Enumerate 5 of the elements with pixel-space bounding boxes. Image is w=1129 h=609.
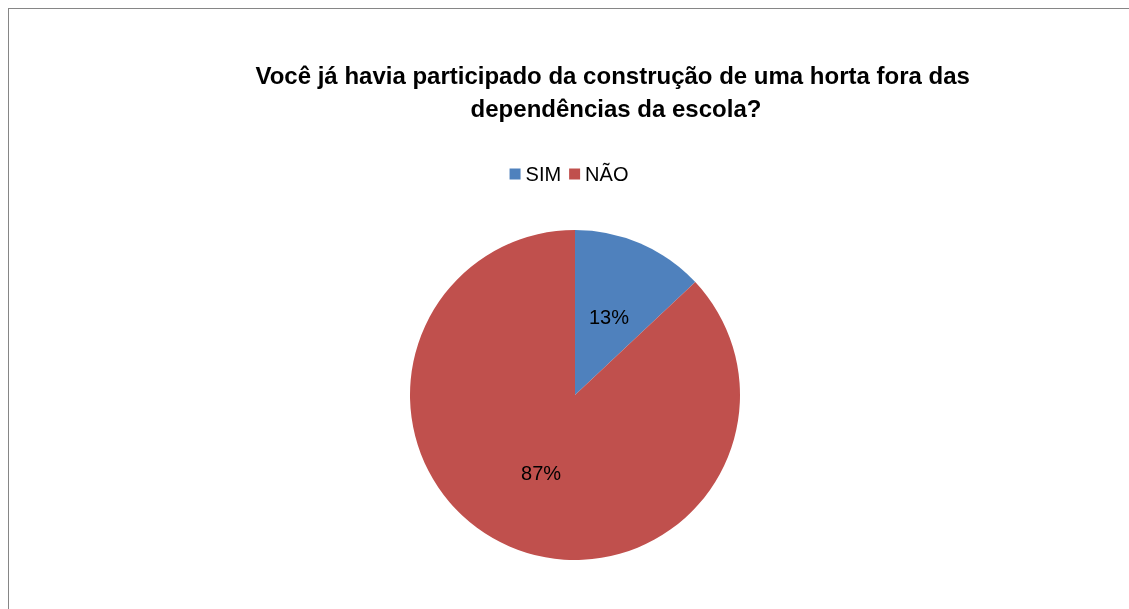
chart-title: Você já havia participado da construção de uma horta fora das dependências da escola?	[255, 62, 977, 122]
data-label: 13%	[588, 305, 630, 328]
legend-label: NÃO	[585, 162, 629, 185]
data-label: 87%	[521, 462, 562, 485]
legend-label: SIM	[525, 163, 562, 185]
